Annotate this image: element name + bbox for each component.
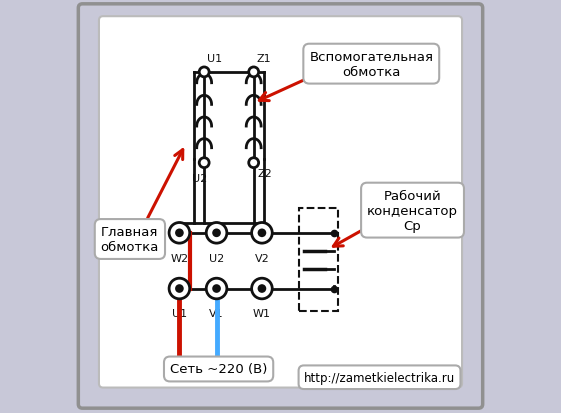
Text: U1: U1	[172, 309, 187, 318]
Text: Z1: Z1	[257, 54, 272, 64]
Circle shape	[175, 285, 184, 293]
Circle shape	[252, 278, 272, 299]
Circle shape	[169, 278, 190, 299]
Circle shape	[199, 68, 209, 78]
Text: V2: V2	[255, 253, 269, 263]
Circle shape	[252, 223, 272, 244]
Text: U2: U2	[192, 173, 208, 183]
Bar	[299, 209, 338, 311]
Circle shape	[212, 229, 221, 237]
Text: Рабочий
конденсатор
Ср: Рабочий конденсатор Ср	[367, 189, 458, 232]
Circle shape	[199, 158, 209, 168]
Text: U2: U2	[209, 253, 224, 263]
Text: W2: W2	[171, 253, 188, 263]
Circle shape	[257, 285, 266, 293]
Circle shape	[212, 285, 221, 293]
Circle shape	[206, 223, 227, 244]
Circle shape	[249, 68, 259, 78]
Text: U1: U1	[208, 54, 223, 64]
Text: Сеть ~220 (В): Сеть ~220 (В)	[170, 363, 267, 375]
Circle shape	[257, 229, 266, 237]
Circle shape	[175, 229, 184, 237]
Text: W1: W1	[253, 309, 271, 318]
FancyBboxPatch shape	[79, 5, 482, 408]
Text: Главная
обмотка: Главная обмотка	[101, 225, 159, 254]
Text: Вспомогательная
обмотка: Вспомогательная обмотка	[309, 50, 433, 78]
FancyBboxPatch shape	[99, 17, 462, 388]
Text: Z2: Z2	[258, 168, 273, 178]
Circle shape	[249, 158, 259, 168]
Text: http://zametkielectrika.ru: http://zametkielectrika.ru	[304, 371, 455, 384]
Circle shape	[169, 223, 190, 244]
Text: V1: V1	[209, 309, 224, 318]
Circle shape	[206, 278, 227, 299]
